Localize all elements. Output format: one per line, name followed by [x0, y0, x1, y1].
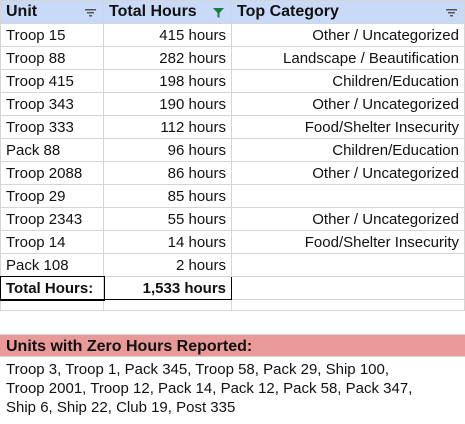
category-cell[interactable]: Landscape / Beautification — [231, 46, 465, 70]
category-cell[interactable]: Food/Shelter Insecurity — [231, 230, 465, 254]
zero-hours-line: Ship 6, Ship 22, Club 19, Post 335 — [6, 399, 236, 416]
column-header-label: Top Category — [237, 3, 339, 20]
column-header-total-hours[interactable]: Total Hours — [103, 0, 232, 24]
hours-cell[interactable]: 85 hours — [103, 184, 232, 208]
category-cell[interactable]: Other / Uncategorized — [231, 161, 465, 185]
unit-cell[interactable]: Troop 2088 — [0, 161, 104, 185]
table-row: Troop 343 190 hours Other / Uncategorize… — [0, 92, 465, 116]
zero-hours-list[interactable]: Troop 3, Troop 1, Pack 345, Troop 58, Pa… — [0, 358, 465, 417]
category-cell[interactable]: Children/Education — [231, 69, 465, 93]
unit-cell[interactable]: Troop 2343 — [0, 207, 104, 231]
spreadsheet: Unit Total Hours Top Category — [0, 0, 465, 311]
filter-icon[interactable] — [84, 6, 97, 19]
table-row: Pack 88 96 hours Children/Education — [0, 138, 465, 162]
table-row: Troop 2088 86 hours Other / Uncategorize… — [0, 161, 465, 185]
category-cell[interactable]: Children/Education — [231, 138, 465, 162]
empty-cell[interactable] — [103, 299, 232, 311]
hours-cell[interactable]: 112 hours — [103, 115, 232, 139]
table-row: Troop 333 112 hours Food/Shelter Insecur… — [0, 115, 465, 139]
unit-cell[interactable]: Troop 333 — [0, 115, 104, 139]
unit-cell[interactable]: Pack 88 — [0, 138, 104, 162]
hours-cell[interactable]: 415 hours — [103, 23, 232, 47]
total-label-cell[interactable]: Total Hours: — [0, 275, 105, 301]
column-header-label: Total Hours — [109, 3, 197, 20]
hours-cell[interactable]: 14 hours — [103, 230, 232, 254]
unit-cell[interactable]: Troop 88 — [0, 46, 104, 70]
hours-cell[interactable]: 2 hours — [103, 253, 232, 277]
table-row: Troop 88 282 hours Landscape / Beautific… — [0, 46, 465, 70]
category-cell[interactable]: Other / Uncategorized — [231, 23, 465, 47]
hours-cell[interactable]: 96 hours — [103, 138, 232, 162]
table-row: Troop 14 14 hours Food/Shelter Insecurit… — [0, 230, 465, 254]
unit-cell[interactable]: Troop 14 — [0, 230, 104, 254]
table-row: Troop 2343 55 hours Other / Uncategorize… — [0, 207, 465, 231]
category-cell[interactable] — [231, 184, 465, 208]
unit-cell[interactable]: Troop 343 — [0, 92, 104, 116]
empty-cell[interactable] — [231, 276, 465, 300]
category-cell[interactable]: Other / Uncategorized — [231, 92, 465, 116]
column-header-top-category[interactable]: Top Category — [231, 0, 465, 24]
unit-cell[interactable]: Troop 29 — [0, 184, 104, 208]
spacer-row — [0, 299, 465, 311]
category-cell[interactable]: Other / Uncategorized — [231, 207, 465, 231]
table-row: Troop 29 85 hours — [0, 184, 465, 208]
hours-cell[interactable]: 86 hours — [103, 161, 232, 185]
hours-cell[interactable]: 55 hours — [103, 207, 232, 231]
hours-cell[interactable]: 282 hours — [103, 46, 232, 70]
empty-cell[interactable] — [0, 299, 104, 311]
zero-hours-line: Troop 3, Troop 1, Pack 345, Troop 58, Pa… — [6, 361, 390, 378]
total-row: Total Hours: 1,533 hours — [0, 275, 465, 301]
active-filter-icon[interactable] — [212, 6, 225, 19]
table-row: Pack 108 2 hours — [0, 253, 465, 277]
category-cell[interactable] — [231, 253, 465, 277]
category-cell[interactable]: Food/Shelter Insecurity — [231, 115, 465, 139]
unit-cell[interactable]: Troop 415 — [0, 69, 104, 93]
hours-table: Unit Total Hours Top Category — [0, 0, 465, 311]
table-row: Troop 15 415 hours Other / Uncategorized — [0, 23, 465, 47]
column-header-label: Unit — [6, 3, 38, 20]
column-header-unit[interactable]: Unit — [0, 0, 104, 24]
empty-cell[interactable] — [231, 299, 465, 311]
filter-icon[interactable] — [445, 6, 458, 19]
total-value-cell[interactable]: 1,533 hours — [103, 276, 232, 300]
table-row: Troop 415 198 hours Children/Education — [0, 69, 465, 93]
hours-cell[interactable]: 190 hours — [103, 92, 232, 116]
unit-cell[interactable]: Troop 15 — [0, 23, 104, 47]
header-row: Unit Total Hours Top Category — [0, 0, 465, 24]
zero-hours-header[interactable]: Units with Zero Hours Reported: — [0, 334, 465, 357]
zero-hours-line: Troop 2001, Troop 12, Pack 14, Pack 12, … — [6, 380, 413, 397]
unit-cell[interactable]: Pack 108 — [0, 253, 104, 277]
hours-cell[interactable]: 198 hours — [103, 69, 232, 93]
